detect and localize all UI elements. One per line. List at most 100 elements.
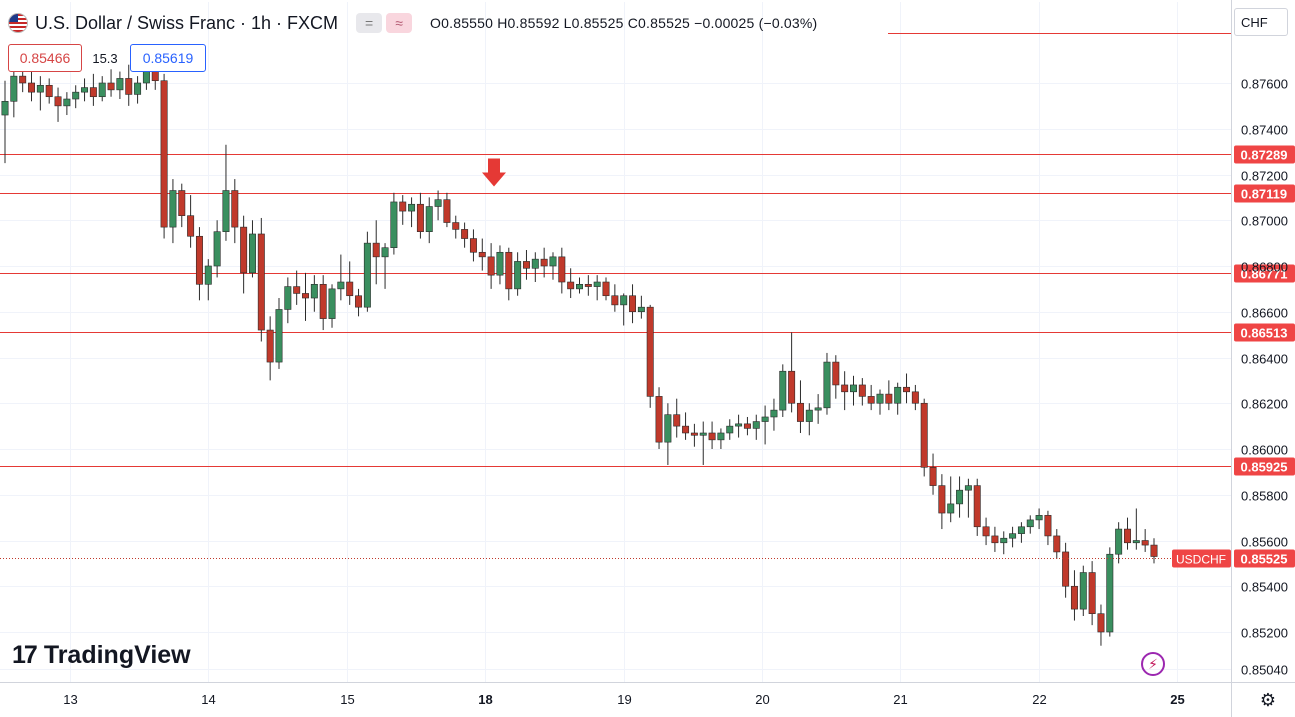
candle-body: [1026, 519, 1034, 528]
lightning-icon[interactable]: ⚡: [1141, 652, 1165, 676]
candle-body: [929, 466, 937, 486]
candle-body: [408, 203, 416, 212]
candle-body: [1000, 537, 1008, 544]
x-tick-label: 13: [63, 692, 77, 707]
candle-body: [302, 293, 309, 299]
candle-body: [496, 251, 504, 276]
candle-body: [63, 98, 71, 107]
candle-body: [231, 190, 239, 228]
candle-body: [726, 425, 734, 434]
candle-body: [434, 199, 442, 207]
candle-body: [947, 503, 955, 514]
candle-body: [894, 386, 902, 404]
candle-body: [213, 231, 221, 267]
symbol-title[interactable]: U.S. Dollar / Swiss Franc · 1h · FXCM: [35, 12, 339, 33]
candle-body: [116, 78, 124, 91]
candle-body: [293, 286, 301, 294]
candle-body: [584, 283, 592, 287]
gear-icon[interactable]: ⚙: [1259, 689, 1277, 710]
y-tick-label: 0.85400: [1241, 580, 1288, 595]
usd-flag-icon: [8, 13, 28, 33]
candle-body: [240, 226, 248, 274]
sell-price-button[interactable]: 0.85466: [8, 44, 82, 72]
candle-body: [717, 432, 725, 441]
candle-body: [655, 396, 663, 443]
level-label: 0.87119: [1241, 187, 1287, 202]
candle-body: [187, 215, 195, 237]
signal-arrow-icon: [482, 158, 506, 187]
candle-body: [743, 423, 751, 429]
candle-body: [355, 295, 363, 308]
candle-body: [399, 201, 407, 212]
y-tick-label: 0.86800: [1241, 260, 1288, 275]
candle-body: [142, 71, 150, 84]
y-tick-label: 0.86600: [1241, 306, 1288, 321]
candle-body: [425, 206, 433, 232]
candle-body: [991, 535, 999, 544]
candle-body: [275, 309, 283, 363]
candle-body: [363, 242, 371, 308]
y-tick-label: 0.86400: [1241, 352, 1288, 367]
level-label-bg: [1234, 264, 1295, 283]
candle-body: [699, 432, 707, 436]
price-axis: 0.87600 0.87400 0.87200 0.87000 0.86800 0.866…: [1231, 0, 1288, 717]
candle-body: [1088, 572, 1096, 615]
candle-body: [673, 414, 681, 427]
candle-body: [788, 370, 796, 404]
y-tick-label: 0.85040: [1241, 663, 1288, 678]
candle-body: [443, 199, 451, 223]
candle-body: [36, 84, 44, 93]
candle-body: [487, 256, 495, 276]
brand-name: TradingView: [43, 641, 191, 669]
candle-body: [222, 190, 230, 232]
candle-body: [1097, 613, 1105, 633]
candle-body: [708, 432, 716, 441]
y-tick-label: 0.85600: [1241, 535, 1288, 550]
candle-body: [81, 87, 89, 93]
level-label-bg: [1234, 457, 1295, 476]
candle-body: [876, 393, 884, 404]
ohlc-readout: O0.85550 H0.85592 L0.85525 C0.85525 −0.0…: [430, 15, 818, 31]
buy-price-button[interactable]: 0.85619: [130, 44, 206, 72]
y-tick-label: 0.85200: [1241, 626, 1288, 641]
tradingview-logo[interactable]: 17 TradingView: [12, 641, 191, 670]
candle-body: [1062, 551, 1070, 587]
candle-body: [832, 361, 840, 386]
horizontal-levels: 0.87289 0.87119 0.86771 0.86513 0.85925: [0, 33, 1295, 476]
candle-body: [867, 396, 875, 404]
candle-body: [576, 283, 583, 290]
level-label-bg: [1234, 323, 1295, 342]
candle-body: [514, 261, 522, 290]
x-tick-label: 14: [201, 692, 215, 707]
equals-toggle-icon[interactable]: =: [356, 13, 383, 33]
candle-body: [337, 281, 345, 290]
candle-body: [814, 407, 822, 411]
candle-body: [1, 101, 9, 116]
candle-body: [1150, 544, 1158, 557]
candle-body: [911, 391, 919, 404]
candle-body: [602, 281, 610, 297]
spread-value: 15.3: [92, 50, 118, 66]
candle-body: [54, 96, 62, 107]
candle-body: [319, 283, 327, 319]
candle-body: [1106, 553, 1114, 633]
x-tick-label: 19: [617, 692, 631, 707]
y-tick-label: 0.86200: [1241, 397, 1288, 412]
x-tick-label: 20: [755, 692, 769, 707]
candle-body: [646, 306, 654, 397]
candle-body: [964, 485, 972, 491]
candle-body: [1044, 515, 1052, 537]
candle-body: [1017, 526, 1025, 534]
candle-body: [982, 526, 990, 537]
candle-body: [505, 251, 513, 290]
x-tick-label: 21: [893, 692, 907, 707]
candle-body: [1115, 528, 1123, 555]
candle-body: [761, 416, 769, 422]
candle-body: [469, 238, 477, 253]
candle-body: [98, 82, 106, 98]
currency-selector[interactable]: CHF: [1234, 8, 1288, 36]
wave-toggle-icon[interactable]: ≈: [386, 13, 413, 33]
candle-body: [19, 75, 27, 84]
y-tick-label: 0.87000: [1241, 214, 1288, 229]
